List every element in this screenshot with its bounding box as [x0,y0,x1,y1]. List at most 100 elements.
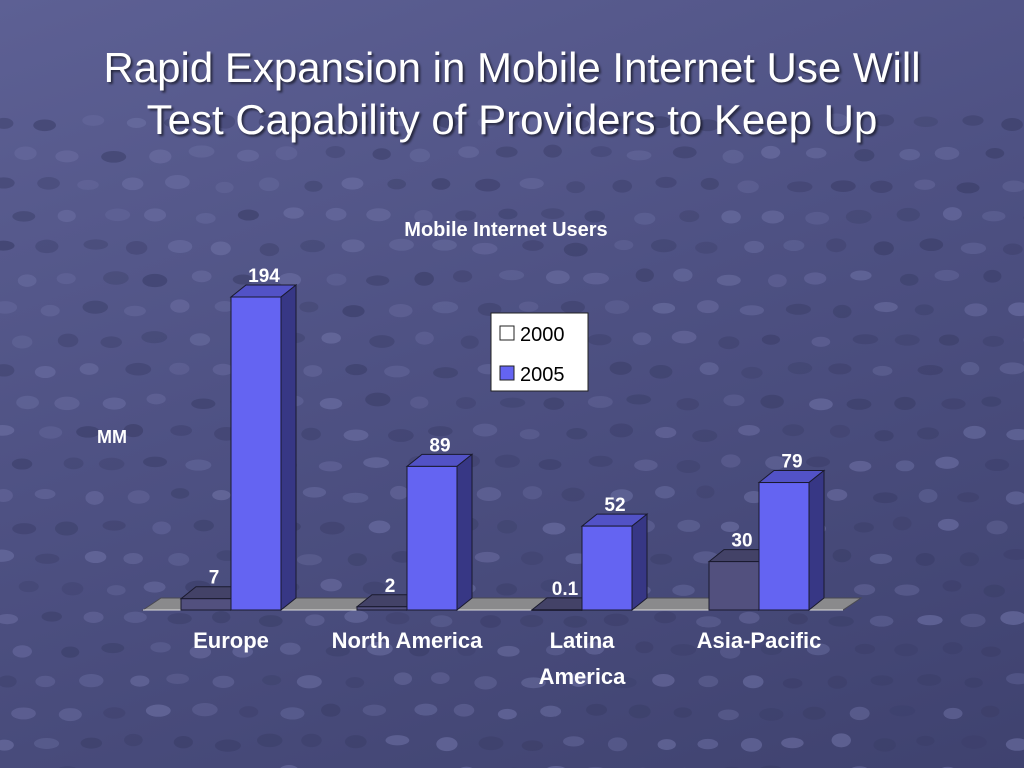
background-dot [873,114,895,127]
background-dot [100,336,122,348]
background-dot [563,736,585,747]
background-dot [130,675,150,687]
background-dot [832,304,852,319]
background-dot [1003,548,1024,560]
background-dot [18,580,39,593]
background-dot [959,552,980,567]
background-dot [805,211,830,225]
background-dot [149,149,172,164]
background-dot [35,553,60,564]
background-dot [430,615,453,628]
background-dot [783,239,805,251]
background-dot [698,675,719,688]
background-dot [167,613,192,625]
background-dot [828,616,854,627]
background-dot [718,336,740,350]
background-dot [58,708,82,722]
background-dot [894,396,916,410]
background-dot [321,703,341,717]
background-dot [521,551,544,566]
data-label-2005-2: 52 [604,495,625,516]
background-dot [956,182,980,194]
background-dot [34,365,56,379]
background-dot [76,426,100,438]
background-dot [495,146,518,158]
background-dot [806,456,831,468]
background-dot [957,492,980,503]
legend-swatch-2000 [499,325,515,341]
background-dot [760,765,782,768]
background-dot [917,615,943,626]
background-dot [302,487,327,498]
background-dot [164,117,190,129]
background-dot [610,489,633,503]
background-dot [723,394,745,407]
background-dot [670,644,697,656]
background-dot [696,616,721,628]
background-dot [826,489,848,501]
background-dot [935,456,959,469]
background-dot [474,676,497,690]
background-dot [17,274,37,287]
background-dot [522,486,543,500]
background-dot [124,733,143,747]
bar-front-face [581,525,633,611]
y-axis-label: MM [97,427,127,447]
background-dot [101,642,125,654]
background-dot [718,709,739,721]
background-dot [942,642,963,655]
background-dot [319,397,343,410]
background-dot [760,394,784,409]
background-dot [742,675,764,689]
background-dot [195,213,216,224]
background-dot [722,149,744,164]
background-dot [1000,611,1024,625]
background-dot [673,268,693,282]
background-dot [409,642,430,657]
background-dot [677,519,701,532]
background-dot [237,209,259,221]
background-dot [299,301,319,313]
background-dot [143,581,166,593]
background-dot [499,397,526,408]
background-dot [478,736,504,751]
background-dot [603,613,629,627]
background-dot [1006,673,1024,685]
background-dot [414,271,434,286]
background-dot [896,207,920,222]
background-dot [414,209,433,224]
background-dot [11,335,33,349]
background-dot [650,553,673,565]
background-dot [372,148,391,160]
background-dot [853,584,876,596]
background-dot [477,117,498,129]
data-label-2000-1: 2 [385,576,396,597]
background-dot [563,242,588,257]
background-dot [232,274,254,285]
background-dot [82,114,105,126]
background-dot [169,362,190,375]
background-dot [942,580,962,592]
background-dot [672,146,697,159]
background-dot [1006,428,1024,441]
background-dot [54,521,79,536]
background-dot [494,454,520,468]
background-dot [849,706,870,721]
background-dot [143,456,168,468]
background-dot [590,146,612,158]
background-dot [499,270,525,281]
background-dot [278,273,302,287]
background-dot [650,239,677,253]
background-dot [191,398,216,410]
background-dot [33,737,60,749]
background-dot [105,208,131,222]
background-dot [432,301,459,314]
background-dot [746,116,765,127]
background-dot [144,208,167,222]
bar-front-face [708,561,760,611]
background-dot [345,364,368,376]
background-dot [212,611,231,624]
background-dot [566,181,586,194]
background-dot [960,242,987,255]
bar-side-face [808,469,825,612]
